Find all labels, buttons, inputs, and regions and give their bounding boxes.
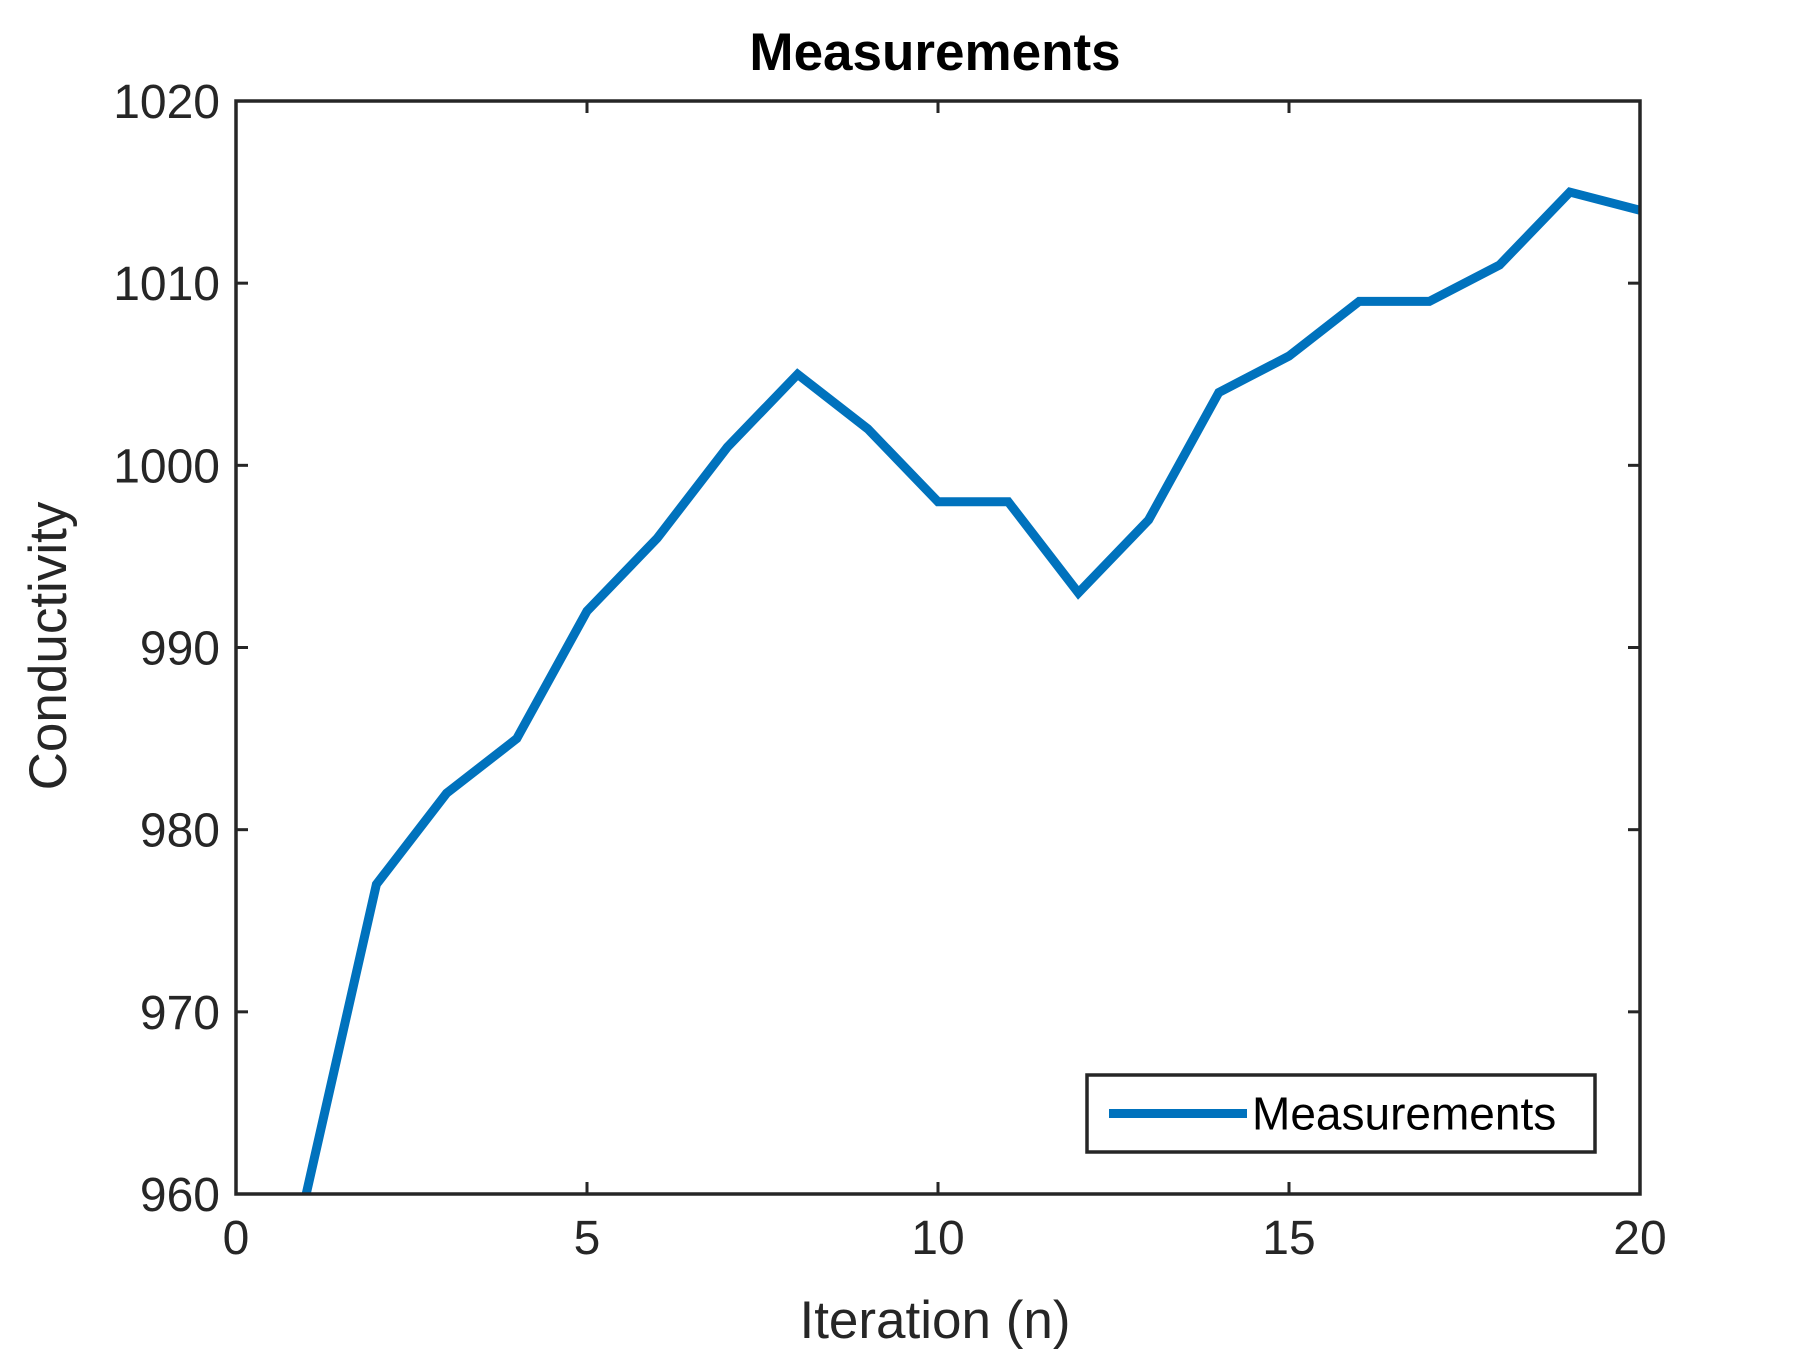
x-tick-label: 0 <box>223 1212 250 1265</box>
series-line-0 <box>301 187 1640 1194</box>
y-tick-label: 1000 <box>113 440 220 493</box>
y-tick-label: 1020 <box>113 76 220 129</box>
y-axis-label: Conductivity <box>19 501 78 790</box>
x-axis-label: Iteration (n) <box>799 1291 1070 1350</box>
y-tick-label: 970 <box>140 987 220 1040</box>
y-tick-label: 990 <box>140 623 220 676</box>
legend: Measurements <box>1085 1073 1597 1154</box>
x-tick-label: 15 <box>1262 1212 1315 1265</box>
x-tick-label: 5 <box>574 1212 601 1265</box>
plot-background <box>236 101 1640 1194</box>
x-tick-label: 10 <box>911 1212 964 1265</box>
axes-box <box>234 99 1642 1196</box>
y-tick-label: 1010 <box>113 258 220 311</box>
plot-area: 0 5 10 15 20 960 970 980 990 1000 1010 1020 <box>113 76 1666 1265</box>
chart-title: Measurements <box>749 23 1120 82</box>
y-tick-label: 960 <box>140 1169 220 1222</box>
y-tick-label: 980 <box>140 805 220 858</box>
x-tick-label: 20 <box>1613 1212 1666 1265</box>
legend-label-0: Measurements <box>1252 1088 1556 1140</box>
